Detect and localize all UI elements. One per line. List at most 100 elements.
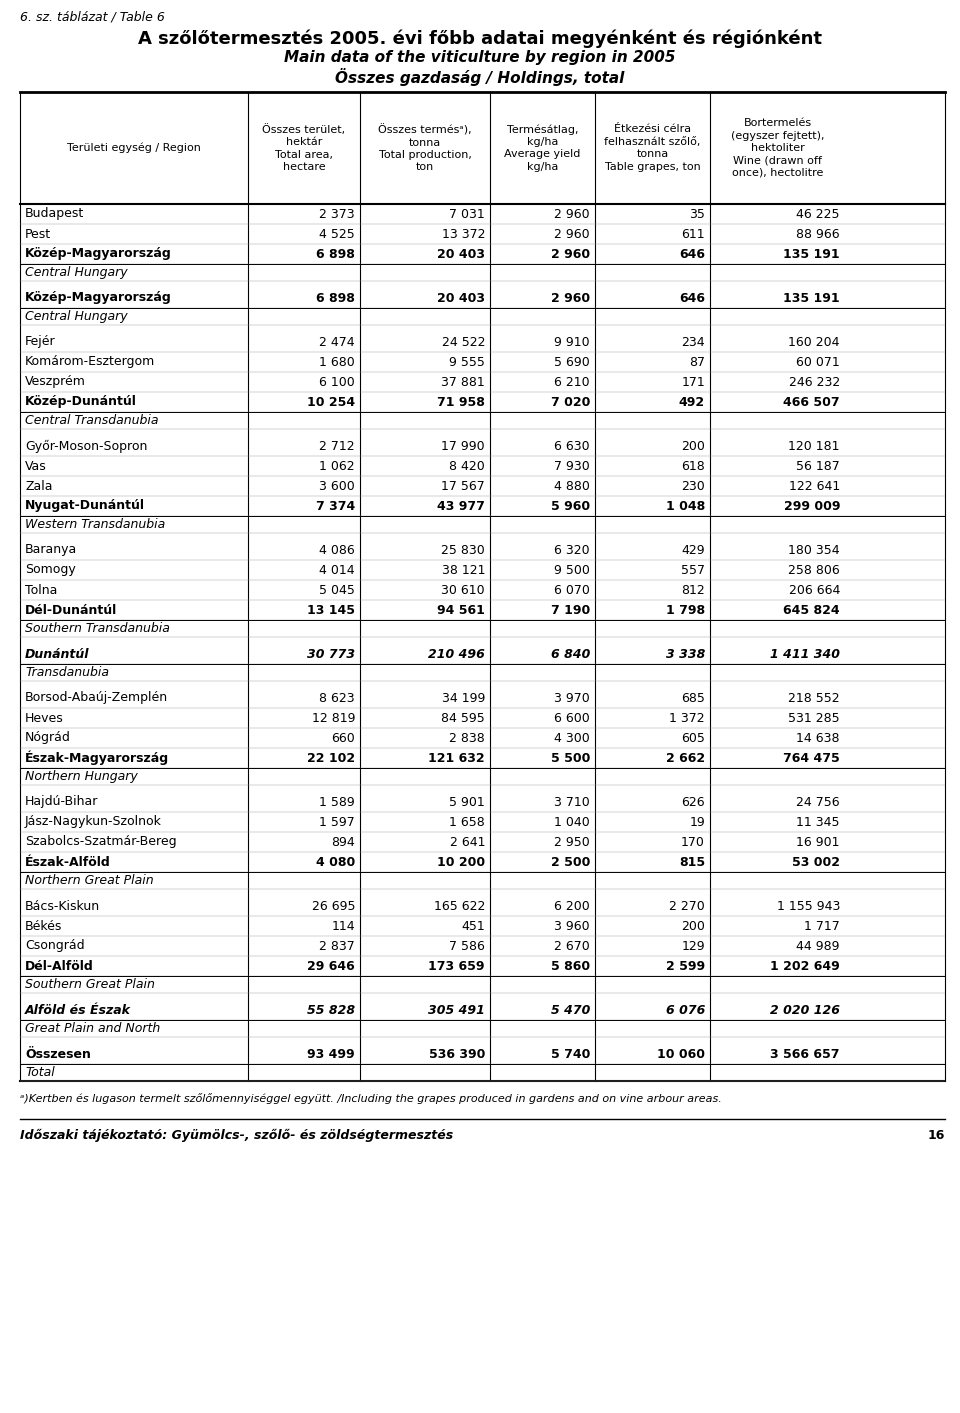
Text: 26 695: 26 695 (311, 900, 355, 913)
Text: 2 662: 2 662 (666, 752, 705, 764)
Text: 2 500: 2 500 (551, 855, 590, 869)
Text: 4 525: 4 525 (320, 227, 355, 240)
Text: 9 555: 9 555 (449, 356, 485, 369)
Text: Pest: Pest (25, 227, 51, 240)
Text: 1 589: 1 589 (320, 796, 355, 808)
Text: 5 690: 5 690 (554, 356, 590, 369)
Text: Northern Hungary: Northern Hungary (25, 770, 137, 783)
Text: 17 567: 17 567 (442, 479, 485, 493)
Text: 120 181: 120 181 (788, 439, 840, 452)
Text: Összesen: Összesen (25, 1047, 91, 1061)
Text: 3 710: 3 710 (554, 796, 590, 808)
Text: 71 958: 71 958 (437, 396, 485, 408)
Text: 536 390: 536 390 (428, 1047, 485, 1061)
Text: 37 881: 37 881 (442, 376, 485, 389)
Text: Időszaki tájékoztató: Gyümölcs-, szőlő- és zöldségtermesztés: Időszaki tájékoztató: Gyümölcs-, szőlő- … (20, 1129, 453, 1142)
Text: 2 641: 2 641 (449, 835, 485, 848)
Text: Borsod-Abaúj-Zemplén: Borsod-Abaúj-Zemplén (25, 691, 168, 705)
Text: 812: 812 (682, 584, 705, 596)
Text: Central Transdanubia: Central Transdanubia (25, 414, 158, 427)
Text: 94 561: 94 561 (437, 603, 485, 616)
Text: 3 600: 3 600 (320, 479, 355, 493)
Text: 685: 685 (682, 691, 705, 705)
Text: 200: 200 (682, 920, 705, 933)
Text: 20 403: 20 403 (437, 247, 485, 260)
Text: Southern Great Plain: Southern Great Plain (25, 978, 155, 991)
Text: 5 470: 5 470 (551, 1003, 590, 1016)
Text: 2 599: 2 599 (666, 959, 705, 972)
Text: Northern Great Plain: Northern Great Plain (25, 875, 154, 887)
Text: 53 002: 53 002 (792, 855, 840, 869)
Text: 10 060: 10 060 (657, 1047, 705, 1061)
Text: 2 670: 2 670 (554, 940, 590, 952)
Text: 3 970: 3 970 (554, 691, 590, 705)
Text: 2 838: 2 838 (449, 732, 485, 745)
Text: 5 901: 5 901 (449, 796, 485, 808)
Text: 646: 646 (679, 291, 705, 304)
Text: Békés: Békés (25, 920, 62, 933)
Text: 12 819: 12 819 (311, 712, 355, 725)
Text: 4 080: 4 080 (316, 855, 355, 869)
Text: Étkezési célra
felhasznált szőlő,
tonna
Table grapes, ton: Étkezési célra felhasznált szőlő, tonna … (604, 124, 701, 171)
Text: 44 989: 44 989 (797, 940, 840, 952)
Text: 210 496: 210 496 (428, 647, 485, 660)
Text: 165 622: 165 622 (434, 900, 485, 913)
Text: 3 960: 3 960 (554, 920, 590, 933)
Text: Dél-Alföld: Dél-Alföld (25, 959, 94, 972)
Text: 258 806: 258 806 (788, 564, 840, 577)
Text: 87: 87 (689, 356, 705, 369)
Text: 6 070: 6 070 (554, 584, 590, 596)
Text: Csongrád: Csongrád (25, 940, 84, 952)
Text: 2 960: 2 960 (554, 208, 590, 220)
Text: 56 187: 56 187 (796, 459, 840, 472)
Text: Heves: Heves (25, 712, 63, 725)
Text: Central Hungary: Central Hungary (25, 309, 128, 324)
Text: 1 411 340: 1 411 340 (770, 647, 840, 660)
Text: Transdanubia: Transdanubia (25, 666, 109, 680)
Text: 429: 429 (682, 544, 705, 557)
Text: 5 740: 5 740 (551, 1047, 590, 1061)
Text: 5 960: 5 960 (551, 500, 590, 513)
Text: 30 610: 30 610 (442, 584, 485, 596)
Text: Zala: Zala (25, 479, 53, 493)
Text: 7 190: 7 190 (551, 603, 590, 616)
Text: 22 102: 22 102 (307, 752, 355, 764)
Text: 1 155 943: 1 155 943 (777, 900, 840, 913)
Text: 46 225: 46 225 (797, 208, 840, 220)
Text: 6 630: 6 630 (554, 439, 590, 452)
Text: 2 960: 2 960 (551, 291, 590, 304)
Text: 9 500: 9 500 (554, 564, 590, 577)
Text: 218 552: 218 552 (788, 691, 840, 705)
Text: 5 860: 5 860 (551, 959, 590, 972)
Text: Tolna: Tolna (25, 584, 58, 596)
Text: 234: 234 (682, 335, 705, 349)
Text: Veszprém: Veszprém (25, 376, 85, 389)
Text: Southern Transdanubia: Southern Transdanubia (25, 622, 170, 634)
Text: Győr-Moson-Sopron: Győr-Moson-Sopron (25, 439, 148, 452)
Text: 10 200: 10 200 (437, 855, 485, 869)
Text: Main data of the viticulture by region in 2005: Main data of the viticulture by region i… (284, 49, 676, 65)
Text: Fejér: Fejér (25, 335, 56, 349)
Text: 646: 646 (679, 247, 705, 260)
Text: Észak-Magyarország: Észak-Magyarország (25, 750, 169, 766)
Text: Észak-Alföld: Észak-Alföld (25, 855, 110, 869)
Text: Nógrád: Nógrád (25, 732, 71, 745)
Text: 13 372: 13 372 (442, 227, 485, 240)
Text: 230: 230 (682, 479, 705, 493)
Text: 135 191: 135 191 (783, 291, 840, 304)
Text: Összes termésᵃ),
tonna
Total production,
ton: Összes termésᵃ), tonna Total production,… (378, 124, 471, 172)
Text: 6 600: 6 600 (554, 712, 590, 725)
Text: 129: 129 (682, 940, 705, 952)
Text: Somogy: Somogy (25, 564, 76, 577)
Text: 16 901: 16 901 (797, 835, 840, 848)
Text: 451: 451 (461, 920, 485, 933)
Text: 305 491: 305 491 (428, 1003, 485, 1016)
Text: 114: 114 (331, 920, 355, 933)
Text: 4 086: 4 086 (320, 544, 355, 557)
Text: Nyugat-Dunántúl: Nyugat-Dunántúl (25, 500, 145, 513)
Text: 815: 815 (679, 855, 705, 869)
Text: Közép-Magyarország: Közép-Magyarország (25, 247, 172, 260)
Text: Összes terület,
hektár
Total area,
hectare: Összes terület, hektár Total area, hecta… (262, 124, 346, 172)
Text: 6 210: 6 210 (554, 376, 590, 389)
Text: 24 756: 24 756 (797, 796, 840, 808)
